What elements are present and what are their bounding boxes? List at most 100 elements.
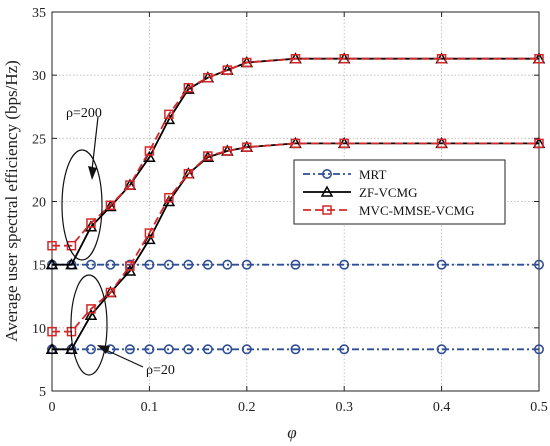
- data-point: [86, 218, 96, 228]
- data-point: [183, 168, 194, 179]
- data-point: [241, 344, 252, 355]
- series-circle-0: [46, 259, 544, 270]
- data-point: [144, 146, 155, 156]
- data-point: [164, 192, 174, 203]
- data-point: [436, 259, 447, 270]
- data-point: [125, 180, 135, 190]
- data-point: [65, 258, 78, 270]
- data-point: [124, 344, 135, 355]
- rho20-ellipse: [70, 274, 108, 376]
- data-point: [203, 72, 213, 83]
- legend-marker-zf: [320, 185, 334, 197]
- data-point: [202, 344, 213, 355]
- y-tick-label: 30: [32, 69, 46, 84]
- data-point: [242, 57, 252, 68]
- data-point: [290, 344, 301, 355]
- legend-label-mrt: MRT: [359, 167, 386, 182]
- legend-marker-mmse: [322, 205, 332, 215]
- data-point: [222, 344, 233, 355]
- data-point: [183, 83, 194, 93]
- data-point: [436, 53, 447, 64]
- data-point: [339, 138, 349, 149]
- x-tick-label: 0.1: [141, 400, 159, 415]
- data-point: [45, 342, 59, 355]
- data-point: [534, 53, 544, 64]
- data-series: [45, 52, 546, 355]
- data-point: [66, 240, 77, 251]
- data-point: [85, 344, 96, 355]
- data-point: [290, 259, 301, 270]
- data-point: [222, 146, 233, 156]
- data-point: [339, 259, 350, 270]
- data-point: [533, 344, 544, 355]
- data-point: [86, 304, 96, 314]
- x-axis-label: φ: [287, 423, 296, 442]
- series-line: [52, 57, 539, 247]
- rho200-ellipse: [61, 149, 103, 261]
- x-tick-label: 0.3: [335, 400, 353, 415]
- series-circle-3: [46, 344, 544, 355]
- data-point: [222, 65, 233, 75]
- rho20-label: ρ=20: [146, 363, 175, 378]
- legend-marker-mrt: [321, 169, 332, 180]
- data-point: [534, 138, 544, 149]
- data-point: [202, 259, 213, 270]
- series-square-5: [47, 138, 544, 337]
- data-point: [47, 326, 57, 337]
- data-point: [203, 151, 213, 161]
- data-point: [163, 344, 174, 355]
- rho20-arrow: [105, 349, 144, 368]
- y-tick-label: 35: [32, 6, 46, 21]
- x-tick-label: 0.5: [530, 400, 548, 415]
- data-point: [105, 259, 116, 270]
- rho20-arrowhead: [97, 345, 110, 354]
- x-tick-label: 0.2: [238, 400, 256, 415]
- data-point: [47, 240, 57, 251]
- data-point: [163, 259, 174, 270]
- y-tick-label: 5: [39, 385, 46, 400]
- data-point: [65, 342, 78, 355]
- data-point: [144, 344, 155, 355]
- y-tick-label: 25: [32, 132, 46, 147]
- y-axis-label: Average user spectral efficiency (bps/Hz…: [2, 60, 21, 342]
- annotations: ρ=200 ρ=20: [61, 106, 175, 378]
- data-point: [182, 82, 195, 94]
- data-point: [290, 138, 301, 149]
- data-point: [290, 53, 301, 64]
- data-point: [104, 200, 117, 212]
- data-point: [105, 287, 116, 298]
- data-point: [436, 138, 447, 149]
- legend-label-mmse: MVC-MMSE-VCMG: [359, 203, 475, 218]
- data-point: [183, 259, 194, 270]
- legend-label-zf: ZF-VCMG: [359, 185, 418, 200]
- series-square-2: [47, 53, 544, 251]
- data-point: [105, 200, 116, 211]
- rho200-arrowhead: [88, 166, 97, 180]
- data-point: [222, 259, 233, 270]
- data-point: [164, 109, 174, 120]
- data-point: [436, 344, 447, 355]
- data-point: [339, 344, 350, 355]
- x-tick-label: 0.4: [433, 400, 451, 415]
- y-tick-label: 20: [32, 196, 46, 211]
- data-point: [241, 259, 252, 270]
- data-point: [125, 261, 135, 271]
- data-point: [85, 259, 96, 270]
- data-point: [45, 258, 59, 270]
- data-point: [201, 150, 215, 163]
- data-point: [339, 53, 349, 64]
- rho200-label: ρ=200: [66, 106, 102, 121]
- data-point: [533, 259, 544, 270]
- axis-ticks: 0 0.1 0.2 0.3 0.4 0.5 5 10 15 20 25 30 35: [32, 6, 548, 415]
- rho200-arrow: [91, 116, 99, 171]
- y-tick-label: 10: [32, 322, 46, 337]
- data-point: [144, 228, 155, 238]
- x-tick-label: 0: [49, 400, 56, 415]
- legend: MRT ZF-VCMG MVC-MMSE-VCMG: [293, 159, 506, 225]
- y-tick-label: 15: [32, 259, 46, 274]
- series-line: [52, 142, 539, 333]
- data-point: [183, 344, 194, 355]
- data-point: [242, 142, 252, 152]
- data-point: [84, 308, 98, 320]
